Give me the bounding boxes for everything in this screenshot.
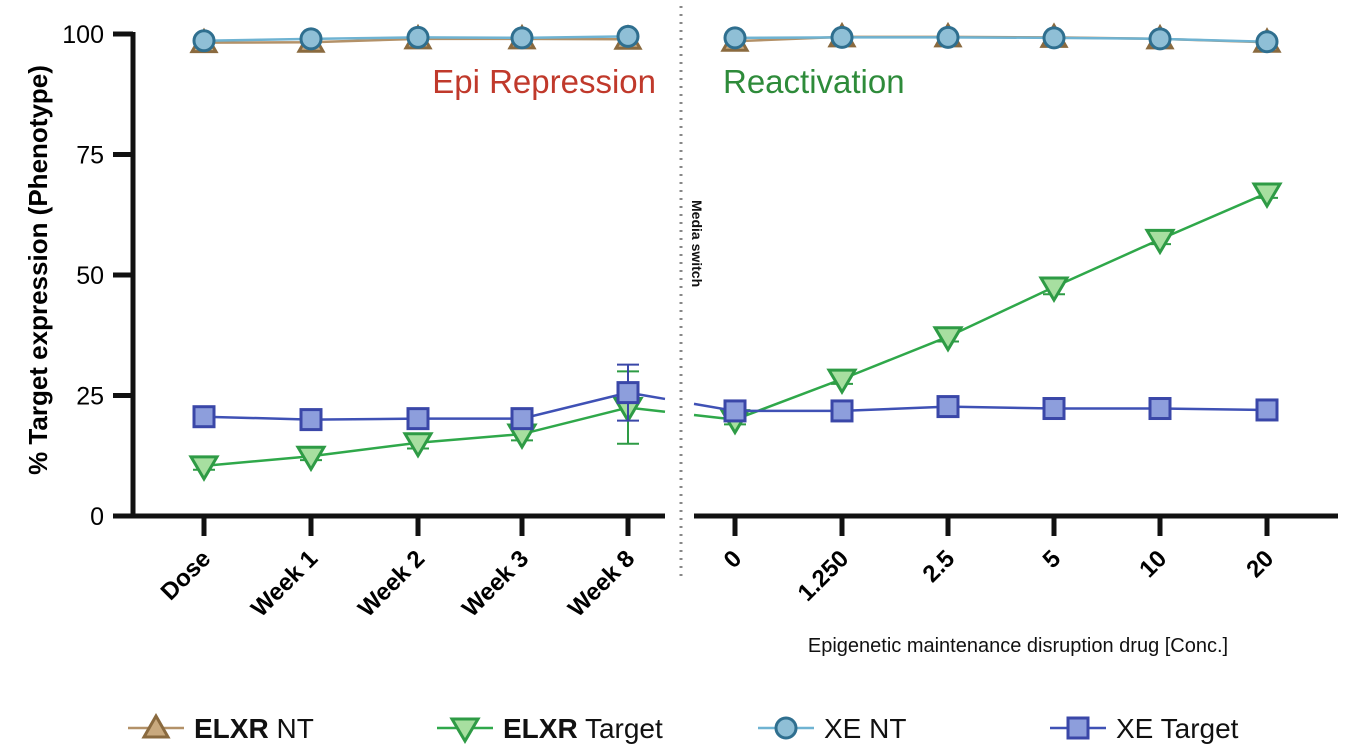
data-point <box>510 26 534 50</box>
legend-marker <box>449 717 481 744</box>
legend-item-xe-target: XE Target <box>1050 713 1239 744</box>
y-tick-label: 0 <box>90 503 104 531</box>
legend-label-bold: ELXR <box>503 713 578 744</box>
data-point <box>723 399 747 423</box>
x-tick-label: Week 2 <box>353 545 430 622</box>
data-point <box>1038 276 1070 303</box>
data-point <box>723 26 747 50</box>
legend: ELXR NT ELXR Target XE NT XE Target <box>128 712 1239 744</box>
legend-label-rest: NT <box>269 713 314 744</box>
y-axis-label: % Target expression (Phenotype) <box>23 65 53 475</box>
data-point <box>295 445 327 473</box>
legend-marker <box>1066 716 1090 740</box>
x-tick-label: Week 1 <box>246 545 323 622</box>
series-xe-nt <box>192 24 1279 54</box>
series-layer <box>188 21 1283 482</box>
x-tick-label: 10 <box>1134 545 1172 583</box>
x-axis-label: Epigenetic maintenance disruption drug [… <box>808 635 1228 657</box>
data-point <box>406 25 430 49</box>
legend-item-elxr-nt: ELXR NT <box>128 712 314 744</box>
data-point <box>1148 27 1172 51</box>
legend-label: ELXR Target <box>503 713 663 744</box>
legend-label-bold: ELXR <box>194 713 269 744</box>
data-point <box>1148 397 1172 421</box>
x-tick-label: 20 <box>1241 545 1279 583</box>
y-tick-label: 75 <box>76 142 104 170</box>
data-point <box>830 25 854 49</box>
legend-marker <box>774 716 798 740</box>
annotation-reactivation: Reactivation <box>723 63 905 100</box>
data-point <box>510 407 534 431</box>
data-point <box>192 405 216 429</box>
axes: 0 25 50 75 100 Dose Week 1 Week 2 Week 3 Week 8 0 1… <box>62 21 1338 622</box>
legend-label-rest: Target <box>578 713 663 744</box>
data-point <box>932 326 964 353</box>
data-point <box>188 455 220 482</box>
data-point <box>1255 30 1279 54</box>
data-point <box>616 24 640 48</box>
data-point <box>826 368 858 396</box>
x-tick-label: 1.250 <box>793 545 855 607</box>
y-tick-label: 100 <box>62 21 104 49</box>
x-tick-label: Week 8 <box>563 545 640 622</box>
data-point <box>616 381 640 405</box>
series-line-xe-nt-2 <box>734 36 1268 43</box>
data-point <box>299 27 323 51</box>
data-point <box>1255 398 1279 422</box>
legend-item-elxr-target: ELXR Target <box>437 713 663 744</box>
data-point <box>1251 182 1283 210</box>
data-point <box>406 407 430 431</box>
legend-marker <box>141 712 171 739</box>
x-tick-label: Week 3 <box>457 545 534 622</box>
data-point <box>1144 228 1176 256</box>
data-point <box>936 395 960 419</box>
data-point <box>1042 26 1066 50</box>
legend-item-xe-nt: XE NT <box>758 713 906 744</box>
data-point <box>192 29 216 53</box>
series-elxr-target <box>188 182 1283 482</box>
series-line-xe-target-2 <box>735 405 1268 413</box>
data-point <box>830 399 854 423</box>
x-tick-label: 5 <box>1038 545 1067 574</box>
annotation-epi-repression: Epi Repression <box>432 63 656 100</box>
data-point <box>299 408 323 432</box>
data-point <box>1042 397 1066 421</box>
annotation-media-switch: Media switch <box>689 200 705 287</box>
x-tick-label: 2.5 <box>918 545 961 588</box>
data-point <box>402 432 434 459</box>
legend-label: XE Target <box>1116 713 1239 744</box>
data-point <box>936 25 960 49</box>
series-line-elxr-target-2 <box>734 191 1268 421</box>
x-tick-label: Dose <box>156 545 217 606</box>
y-tick-label: 50 <box>76 262 104 290</box>
series-xe-target <box>192 363 1279 432</box>
legend-label: ELXR NT <box>194 713 314 744</box>
x-tick-label: 0 <box>719 545 748 574</box>
legend-label: XE NT <box>824 713 906 744</box>
y-tick-label: 25 <box>76 383 104 411</box>
